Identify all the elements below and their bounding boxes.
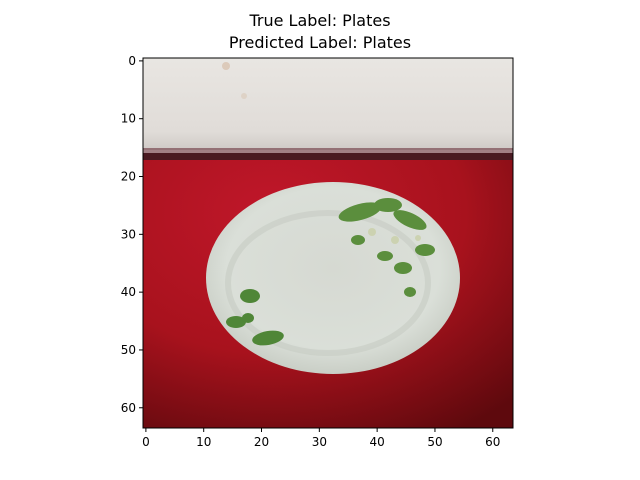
y-tick-label: 40	[121, 285, 136, 299]
x-tick-label: 20	[254, 435, 269, 449]
title-predicted-label: Predicted Label: Plates	[228, 33, 412, 52]
x-tick-label: 50	[427, 435, 442, 449]
x-axis: 0 10 20 30 40 50 60	[142, 428, 500, 449]
x-tick-label: 40	[370, 435, 385, 449]
y-tick-label: 0	[128, 54, 136, 68]
plate-photo	[143, 58, 513, 428]
x-tick-label: 0	[142, 435, 150, 449]
y-tick-label: 30	[121, 227, 136, 241]
y-axis: 0 10 20 30 40 50 60	[121, 54, 143, 415]
x-tick-label: 60	[485, 435, 500, 449]
title-true-label: True Label: Plates	[249, 11, 391, 30]
leaf-pattern-bottom	[226, 289, 284, 346]
wall-region	[143, 58, 513, 150]
y-tick-label: 50	[121, 343, 136, 357]
x-tick-label: 30	[312, 435, 327, 449]
leaf-pattern-top	[338, 198, 435, 297]
y-tick-label: 10	[121, 112, 136, 126]
x-tick-label: 10	[196, 435, 211, 449]
y-tick-label: 20	[121, 170, 136, 184]
axes-frame	[142, 57, 514, 429]
wall-shadow	[143, 148, 513, 154]
y-tick-label: 60	[121, 401, 136, 415]
edge-shadow	[143, 153, 513, 160]
